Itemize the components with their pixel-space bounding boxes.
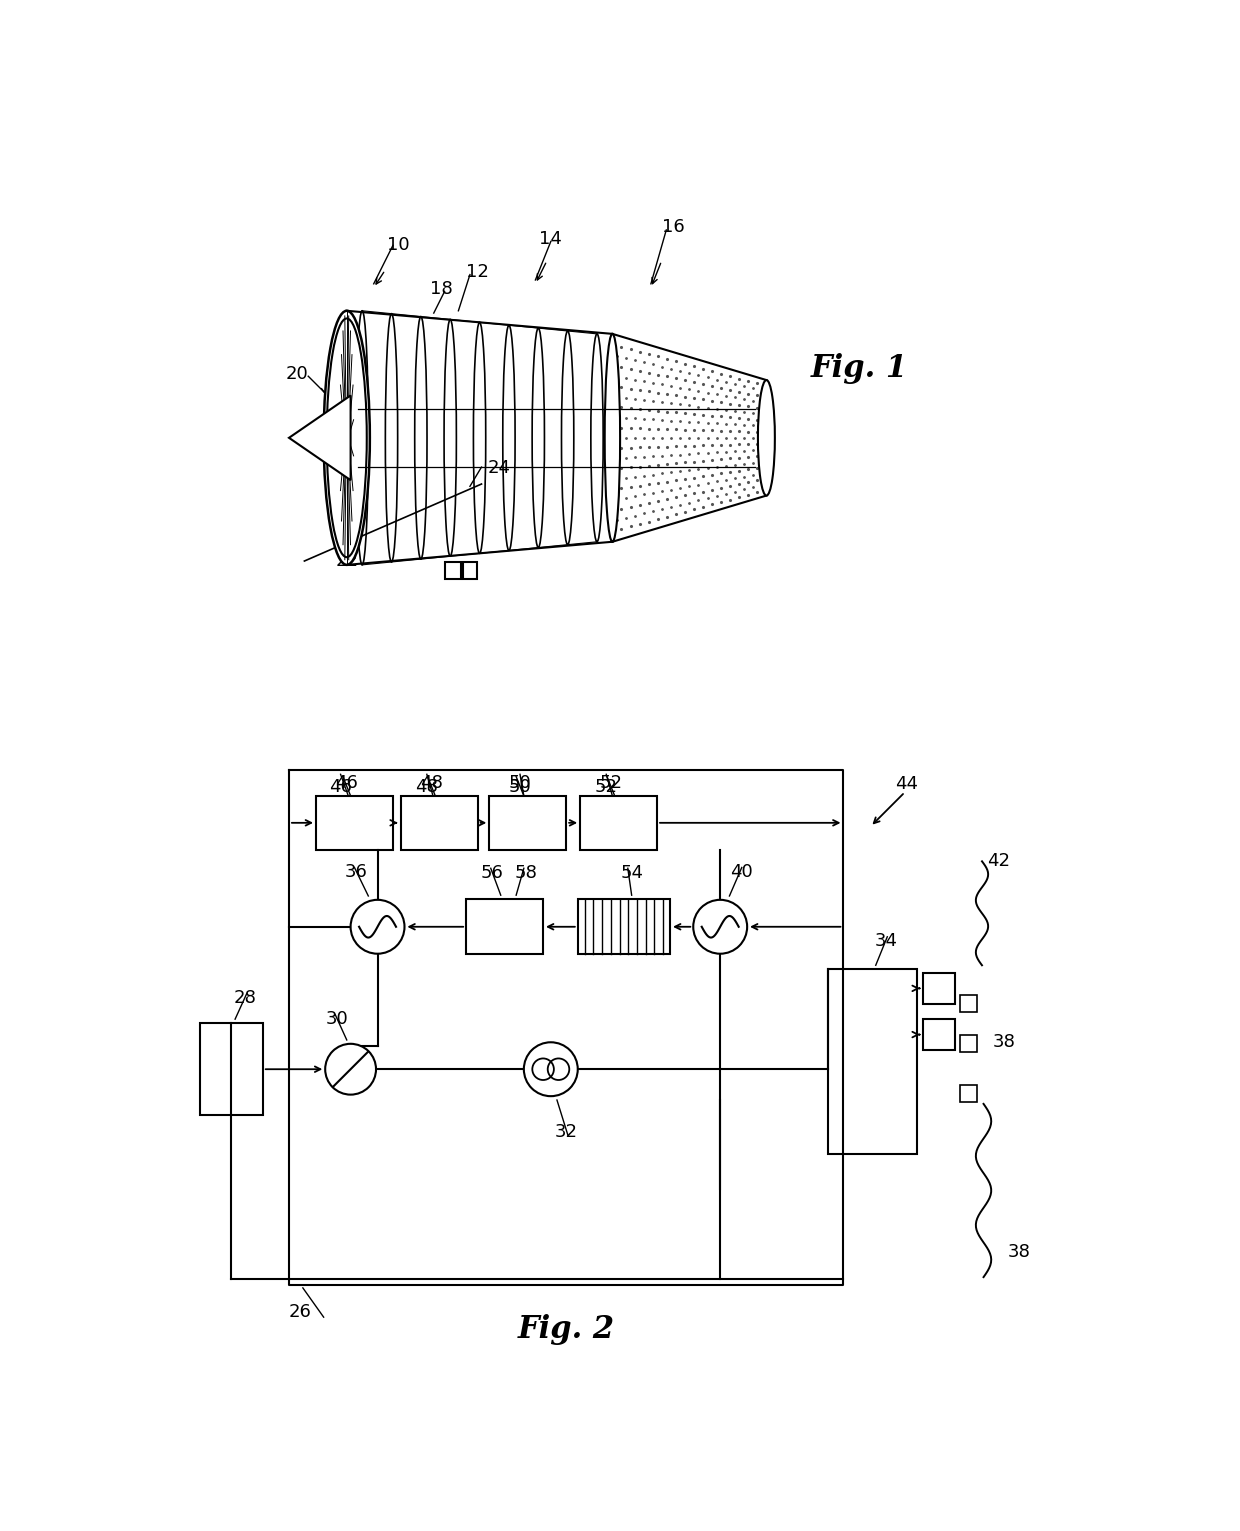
Bar [444, 562, 461, 579]
Circle shape [693, 900, 748, 954]
Text: 22: 22 [335, 553, 358, 570]
Ellipse shape [758, 380, 775, 496]
Bar [401, 796, 477, 850]
Text: 38: 38 [993, 1033, 1016, 1052]
Bar [961, 1085, 977, 1102]
Text: 58: 58 [515, 863, 538, 882]
Text: 16: 16 [662, 219, 686, 236]
Bar [828, 969, 916, 1154]
Text: 36: 36 [345, 863, 367, 880]
Text: 10: 10 [387, 236, 409, 254]
Text: 26: 26 [289, 1303, 312, 1321]
Bar [961, 995, 977, 1012]
Bar [316, 796, 393, 850]
Bar [578, 899, 670, 954]
Circle shape [325, 1044, 376, 1095]
Text: 46: 46 [329, 778, 352, 796]
Text: 38: 38 [1008, 1243, 1030, 1262]
Text: 54: 54 [620, 863, 644, 882]
Text: 42: 42 [987, 853, 1011, 870]
Circle shape [523, 1043, 578, 1096]
Bar [463, 562, 477, 579]
Text: 30: 30 [325, 1010, 348, 1027]
Text: 50: 50 [508, 778, 532, 796]
Text: 32: 32 [554, 1122, 578, 1141]
Text: 34: 34 [874, 932, 898, 951]
Text: 50: 50 [508, 775, 532, 793]
Bar [200, 1023, 263, 1116]
Bar [466, 899, 543, 954]
Text: 46: 46 [335, 775, 358, 793]
Text: 56: 56 [481, 863, 503, 882]
Text: 44: 44 [895, 775, 918, 793]
Bar [580, 796, 657, 850]
Polygon shape [289, 395, 351, 481]
Bar [961, 1035, 977, 1052]
Bar [923, 1020, 955, 1050]
Text: 48: 48 [415, 778, 438, 796]
Text: 24: 24 [487, 459, 511, 478]
Text: 14: 14 [539, 230, 562, 248]
Text: 48: 48 [420, 775, 443, 793]
Text: 52: 52 [595, 778, 618, 796]
Bar [923, 974, 955, 1004]
Ellipse shape [605, 334, 620, 542]
Bar [490, 796, 567, 850]
Text: Fig. 1: Fig. 1 [810, 354, 908, 384]
Text: 40: 40 [730, 863, 753, 880]
Text: 52: 52 [599, 775, 622, 793]
Text: 12: 12 [466, 263, 489, 282]
Text: Fig. 2: Fig. 2 [517, 1314, 615, 1344]
Text: 20: 20 [285, 364, 308, 383]
Text: 18: 18 [430, 280, 453, 299]
Ellipse shape [324, 311, 370, 565]
Text: 28: 28 [233, 989, 257, 1007]
Circle shape [351, 900, 404, 954]
